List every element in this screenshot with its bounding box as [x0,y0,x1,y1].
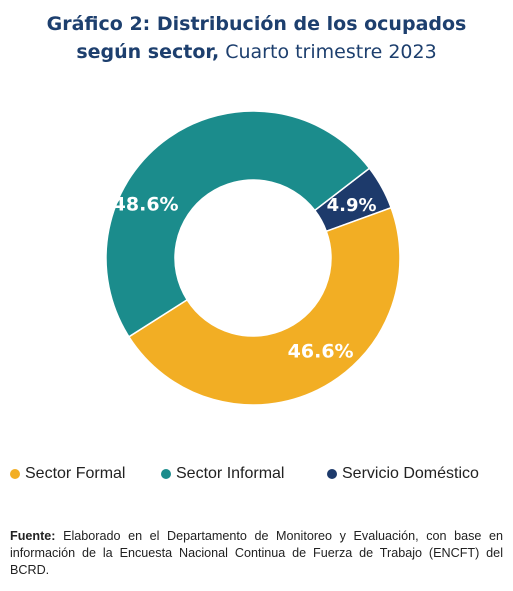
chart-title: Gráfico 2: Distribución de los ocupados … [0,10,513,66]
legend-label-formal: Sector Formal [25,465,126,482]
legend-swatch-formal [10,469,20,479]
title-line1: Gráfico 2: Distribución de los ocupados [46,13,467,35]
legend-swatch-informal [161,469,171,479]
label-domestico: 4.9% [327,195,377,216]
source-note: Fuente: Elaborado en el Departamento de … [10,528,503,579]
title-line2-light: Cuarto trimestre 2023 [219,41,437,63]
title-line2-bold: según sector, [76,41,220,63]
source-label: Fuente: [10,529,56,543]
legend-swatch-domestico [327,469,337,479]
label-informal: 48.6% [113,193,179,215]
donut-chart: 4.9% 46.6% 48.6% [105,110,401,406]
slice-formal [127,206,401,406]
legend-item-informal: Sector Informal [161,465,284,483]
source-text: Elaborado en el Departamento de Monitore… [10,529,503,577]
legend-item-formal: Sector Formal [10,465,125,483]
label-formal: 46.6% [288,340,354,362]
legend-label-informal: Sector Informal [176,465,285,482]
legend-item-domestico: Servicio Doméstico [327,465,479,483]
slice-informal [105,110,371,338]
legend: Sector Formal Sector Informal Servicio D… [0,465,513,487]
legend-label-domestico: Servicio Doméstico [342,465,479,482]
